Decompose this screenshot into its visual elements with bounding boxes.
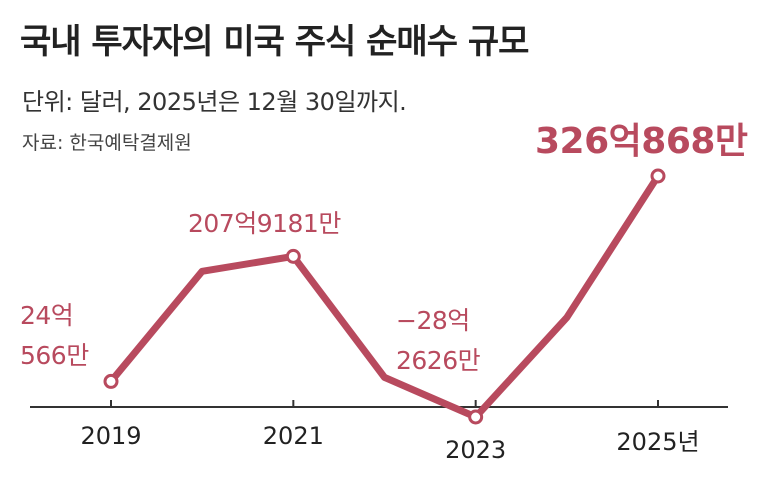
line [107,172,662,421]
value-label: 207억9181만 [188,209,341,238]
x-tick-label: 2025년 [616,428,700,456]
value-label: 24억 566만 [20,301,89,370]
chart-subtitle: 단위: 달러, 2025년은 12월 30일까지. [22,88,407,116]
value-label: 326억868만 [535,121,748,162]
point [650,168,666,184]
x-tick-label: 2019 [80,422,142,450]
value-label: −28억 2626만 [396,306,481,375]
point [285,248,301,264]
x-tick-label: 2021 [262,422,324,450]
source: 자료: 한국예탁결제원 [22,132,192,154]
point [468,409,484,425]
chart-title: 국내 투자자의 미국 주식 순매수 규모 [20,22,529,62]
point [103,373,119,389]
x-tick-label: 2023 [445,436,507,464]
